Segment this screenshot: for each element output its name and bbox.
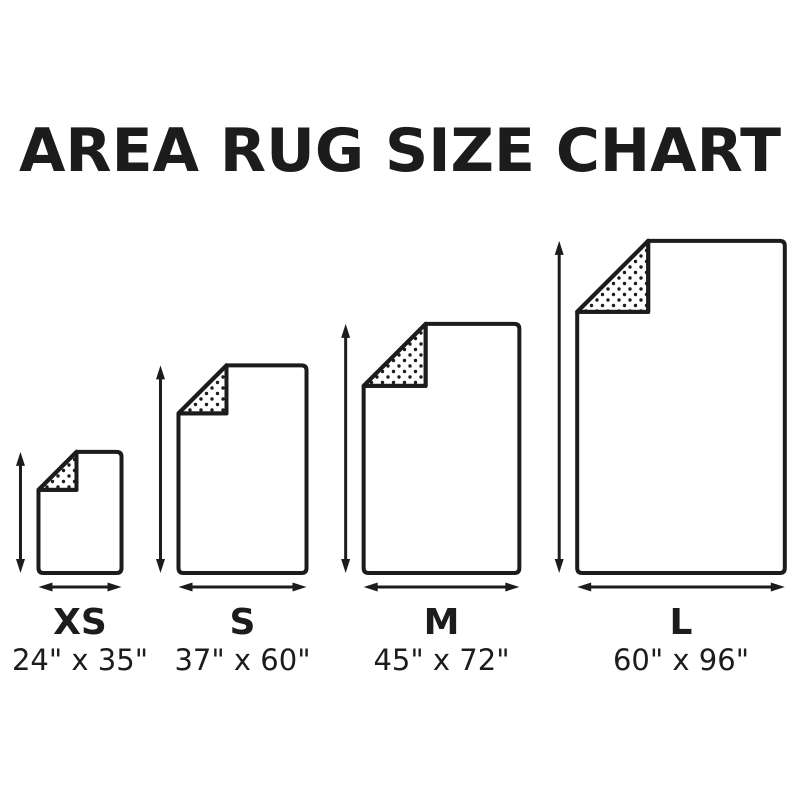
width-arrow (178, 582, 307, 592)
width-arrow (38, 582, 122, 592)
rug-dimensions-s: 37" x 60" (174, 643, 311, 677)
rug-dimensions-l: 60" x 96" (612, 643, 750, 677)
rug-folded-corner-dots (36, 449, 79, 492)
rug-size-label-l: L (669, 602, 693, 643)
height-arrow (155, 365, 165, 573)
rug-figure-s (155, 363, 309, 592)
width-arrow (363, 582, 520, 592)
rug-folded-corner-dots (361, 321, 428, 388)
height-arrow (554, 240, 564, 573)
rug-outline (36, 449, 124, 575)
rug-figure-xs (15, 449, 124, 592)
rug-figure-m (341, 321, 522, 592)
height-arrow (15, 451, 25, 573)
rug-figure-l (554, 238, 787, 592)
page-title: AREA RUG SIZE CHART (18, 116, 782, 186)
rug-outline (575, 238, 787, 575)
height-arrow (341, 323, 351, 573)
rug-size-label-s: S (229, 602, 256, 643)
rug-dimensions-xs: 24" x 35" (11, 643, 149, 677)
rug-size-label-m: M (423, 602, 460, 643)
rug-outline (176, 363, 309, 575)
rug-folded-corner-dots (176, 363, 229, 416)
rug-dimensions-m: 45" x 72" (373, 643, 510, 677)
rug-folded-corner-dots (575, 238, 651, 314)
rug-size-label-xs: XS (53, 602, 107, 643)
width-arrow (577, 582, 785, 592)
